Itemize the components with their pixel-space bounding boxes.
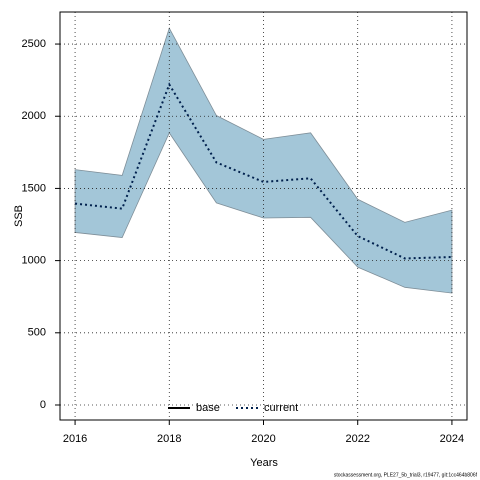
x-tick-label: 2022: [345, 433, 369, 445]
x-tick-label: 2020: [251, 433, 275, 445]
y-tick-label: 500: [28, 327, 46, 339]
x-tick-label: 2018: [157, 433, 181, 445]
y-axis-label: SSB: [13, 205, 25, 227]
legend-label: current: [264, 402, 298, 414]
y-tick-label: 2500: [22, 38, 46, 50]
y-tick-label: 0: [40, 399, 46, 411]
legend-label: base: [196, 402, 220, 414]
series-line: [74, 82, 452, 260]
y-tick-label: 1500: [22, 182, 46, 194]
x-tick-label: 2016: [63, 433, 87, 445]
plot-frame: [59, 11, 468, 421]
y-tick-label: 2000: [22, 110, 46, 122]
y-tick-label: 1000: [22, 255, 46, 267]
x-axis-label: Years: [250, 457, 278, 469]
footnote: stockassessment.org, PLE27_5b_trial3, r1…: [334, 472, 478, 478]
x-tick-label: 2024: [440, 433, 464, 445]
